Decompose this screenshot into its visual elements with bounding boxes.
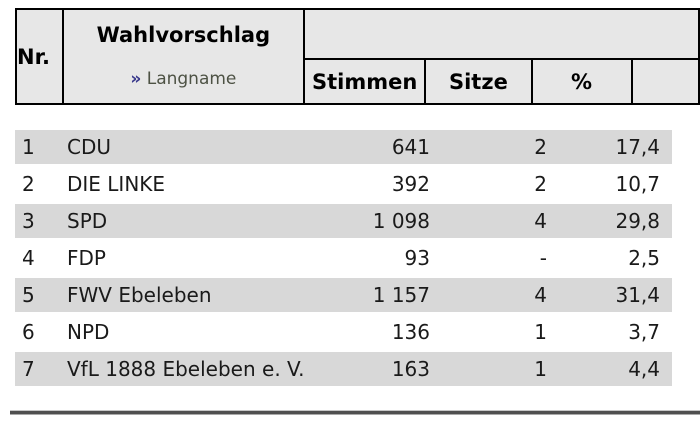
- result-row: 7 VfL 1888 Ebeleben e. V. 163 1 4,4: [15, 352, 672, 386]
- result-row-party-name: FDP: [67, 246, 106, 270]
- results-rows: 1 CDU 641 2 17,4 2 DIE LINKE 392 2 10,7 3 SPD 1 098 4…: [15, 130, 672, 389]
- result-row-seats: 1: [534, 357, 547, 381]
- result-row: 2 DIE LINKE 392 2 10,7: [15, 167, 672, 201]
- result-row-percent: 17,4: [615, 135, 660, 159]
- langname-link[interactable]: » Langname: [65, 68, 302, 90]
- header-cell-percent: %: [530, 58, 633, 105]
- result-row-votes: 641: [391, 135, 430, 159]
- result-row-seats: -: [539, 246, 547, 270]
- result-row-number: 7: [22, 357, 35, 381]
- result-row-votes: 1 098: [372, 209, 430, 233]
- chevron-right-icon: »: [130, 69, 142, 89]
- header-cell-nr: Nr.: [15, 8, 64, 105]
- result-row-percent: 4,4: [628, 357, 660, 381]
- result-row-party-name: NPD: [67, 320, 110, 344]
- result-row-percent: 10,7: [615, 172, 660, 196]
- result-row-number: 4: [22, 246, 35, 270]
- result-row-percent: 29,8: [615, 209, 660, 233]
- result-row: 3 SPD 1 098 4 29,8: [15, 204, 672, 238]
- result-row-votes: 1 157: [372, 283, 430, 307]
- result-row-votes: 93: [404, 246, 430, 270]
- header-cell-partial: [630, 58, 700, 105]
- result-row-seats: 4: [534, 283, 547, 307]
- result-row-votes: 392: [391, 172, 430, 196]
- header-cell-sitze: Sitze: [424, 58, 533, 105]
- result-row-seats: 4: [534, 209, 547, 233]
- result-row-number: 5: [22, 283, 35, 307]
- bottom-divider: [10, 410, 700, 415]
- result-row-votes: 163: [391, 357, 430, 381]
- header-spacer-cell: [303, 8, 700, 60]
- result-row-seats: 2: [534, 172, 547, 196]
- wahlvorschlag-title: Wahlvorschlag: [96, 23, 271, 47]
- result-row-party-name: CDU: [67, 135, 112, 159]
- results-header-table: Nr. Wahlvorschlag » Langname Stimmen Sit…: [15, 8, 700, 105]
- header-cell-stimmen: Stimmen: [302, 58, 427, 105]
- result-row-percent: 2,5: [628, 246, 660, 270]
- result-row-seats: 2: [534, 135, 547, 159]
- result-row: 5 FWV Ebeleben 1 157 4 31,4: [15, 278, 672, 312]
- result-row: 6 NPD 136 1 3,7: [15, 315, 672, 349]
- header-cell-wahlvorschlag: Wahlvorschlag » Langname: [61, 8, 306, 105]
- result-row-number: 6: [22, 320, 35, 344]
- result-row-votes: 136: [391, 320, 430, 344]
- langname-label: Langname: [146, 69, 237, 89]
- result-row-number: 3: [22, 209, 35, 233]
- result-row-percent: 3,7: [628, 320, 660, 344]
- result-row: 1 CDU 641 2 17,4: [15, 130, 672, 164]
- result-row-number: 2: [22, 172, 35, 196]
- result-row-party-name: DIE LINKE: [67, 172, 166, 196]
- result-row-percent: 31,4: [615, 283, 660, 307]
- result-row-number: 1: [22, 135, 35, 159]
- result-row-party-name: SPD: [67, 209, 108, 233]
- result-row-party-name: VfL 1888 Ebeleben e. V.: [67, 357, 305, 381]
- result-row: 4 FDP 93 - 2,5: [15, 241, 672, 275]
- result-row-seats: 1: [534, 320, 547, 344]
- result-row-party-name: FWV Ebeleben: [67, 283, 212, 307]
